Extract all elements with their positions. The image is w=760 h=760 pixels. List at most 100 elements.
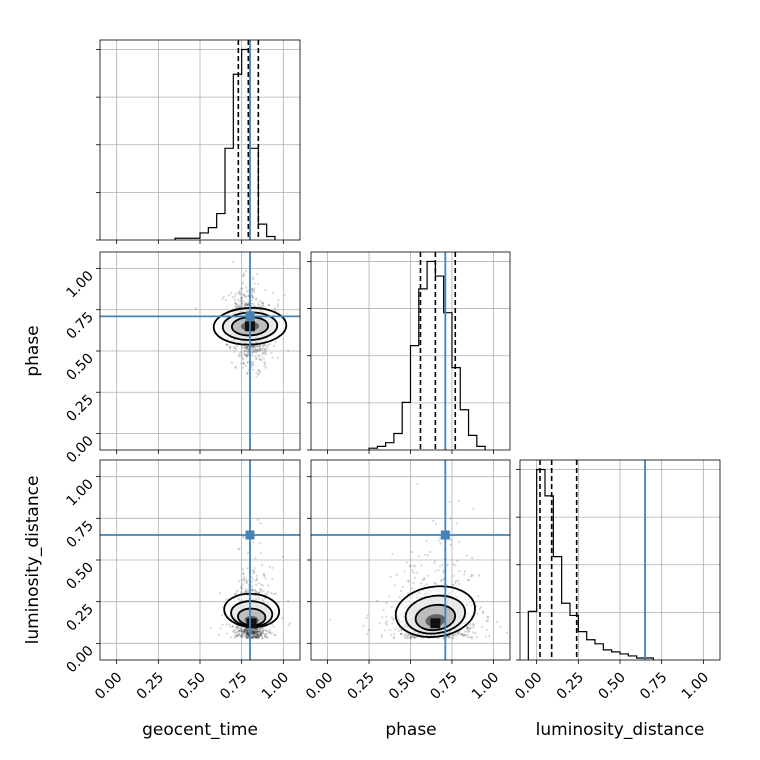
histogram-bin <box>200 233 208 240</box>
sample-point <box>271 566 274 569</box>
sample-point <box>237 354 240 357</box>
sample-point <box>253 634 256 637</box>
sample-point <box>400 629 404 632</box>
sample-point <box>246 551 250 554</box>
sample-point <box>440 579 443 582</box>
sample-point <box>241 356 244 359</box>
sample-point <box>482 610 485 613</box>
sample-point <box>255 577 259 580</box>
sample-point <box>454 581 457 585</box>
sample-point <box>256 627 259 631</box>
sample-point <box>250 287 253 290</box>
sample-point <box>452 636 455 639</box>
sample-point <box>257 369 260 372</box>
sample-point <box>448 635 451 638</box>
sample-point <box>245 590 248 593</box>
sample-point <box>243 303 246 307</box>
sample-point <box>246 629 249 633</box>
sample-point <box>263 361 266 364</box>
sample-point <box>254 590 257 593</box>
sample-point <box>257 635 260 639</box>
sample-point <box>454 564 457 567</box>
sample-point <box>240 301 244 304</box>
sample-point <box>470 637 474 640</box>
sample-point <box>256 344 259 348</box>
sample-point <box>365 616 368 619</box>
histogram-bin <box>562 603 570 660</box>
sample-point <box>255 629 258 632</box>
sample-point <box>253 567 256 570</box>
sample-point <box>236 625 239 628</box>
scatter-phase-vs-geocent-time-panel <box>100 252 300 450</box>
sample-point <box>245 270 248 273</box>
sample-point <box>241 568 244 571</box>
sample-point <box>458 631 461 634</box>
sample-point <box>461 633 464 636</box>
sample-point <box>260 626 263 630</box>
sample-point <box>470 635 473 639</box>
sample-point <box>261 631 265 634</box>
sample-point <box>256 627 259 631</box>
sample-point <box>240 297 243 300</box>
sample-point <box>239 628 243 631</box>
sample-point <box>264 633 267 636</box>
sample-point <box>451 583 455 586</box>
histogram-bin <box>233 74 241 240</box>
sample-point <box>251 584 254 587</box>
sample-point <box>260 632 263 635</box>
sample-point <box>221 623 224 626</box>
sample-point <box>244 303 247 306</box>
sample-point <box>251 636 254 640</box>
sample-point <box>242 352 245 355</box>
sample-point <box>250 294 254 297</box>
sample-point <box>273 307 277 310</box>
sample-point <box>390 616 393 619</box>
sample-point <box>247 354 250 357</box>
x-tick-label-geocent_time: 0.25 <box>134 670 167 703</box>
sample-point <box>246 290 249 293</box>
sample-point <box>234 366 237 369</box>
y-tick-label-phase: 0.25 <box>63 392 96 425</box>
sample-point <box>466 578 470 581</box>
sample-point <box>251 631 254 634</box>
sample-point <box>399 632 403 636</box>
sample-point <box>252 278 255 281</box>
sample-point <box>218 592 221 595</box>
sample-point <box>240 292 243 296</box>
sample-point <box>242 571 245 575</box>
sample-point <box>270 351 273 355</box>
sample-point <box>270 591 273 595</box>
sample-point <box>478 574 481 577</box>
sample-point <box>252 589 255 592</box>
sample-point <box>246 632 249 635</box>
sample-point <box>244 590 247 593</box>
sample-point <box>263 347 266 351</box>
sample-point <box>413 636 416 639</box>
sample-point <box>267 303 271 307</box>
histogram-bin <box>419 289 427 450</box>
sample-point <box>242 631 245 634</box>
sample-point <box>251 296 254 299</box>
sample-point <box>281 555 284 558</box>
sample-point <box>258 630 261 633</box>
sample-point <box>251 635 255 638</box>
sample-point <box>253 349 256 352</box>
sample-point <box>236 626 240 629</box>
sample-point <box>399 632 403 635</box>
sample-point <box>240 585 243 588</box>
sample-point <box>449 517 452 520</box>
sample-point <box>244 345 247 348</box>
sample-point <box>257 629 261 633</box>
sample-point <box>256 518 260 521</box>
sample-point <box>261 346 264 349</box>
sample-point <box>246 636 249 640</box>
sample-point <box>251 296 255 299</box>
sample-point <box>241 299 244 303</box>
sample-point <box>250 630 253 633</box>
sample-point <box>426 554 430 557</box>
sample-point <box>256 635 259 638</box>
sample-point <box>239 627 242 630</box>
sample-point <box>237 305 240 308</box>
sample-point <box>468 629 471 632</box>
y-axis-label-luminosity-distance: luminosity_distance <box>23 476 43 645</box>
